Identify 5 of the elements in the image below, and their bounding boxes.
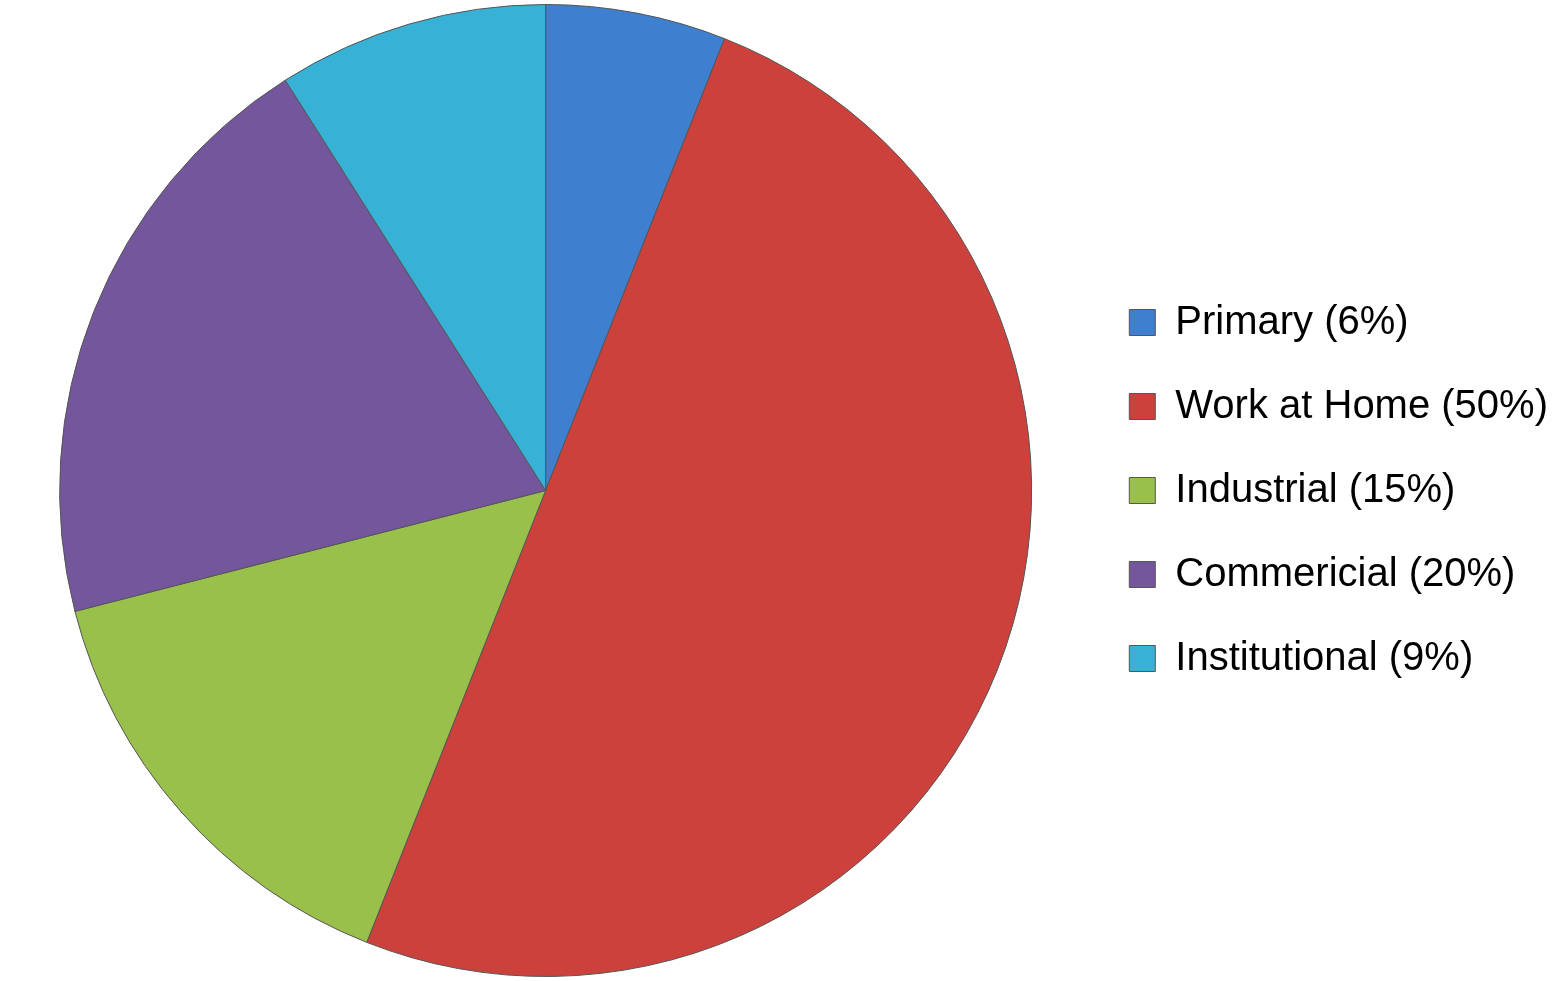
legend-label: Primary (6%) bbox=[1175, 297, 1409, 342]
legend-label: Institutional (9%) bbox=[1175, 633, 1474, 678]
legend-label: Work at Home (50%) bbox=[1175, 381, 1549, 426]
legend-label: Commericial (20%) bbox=[1175, 549, 1516, 594]
legend-label: Industrial (15%) bbox=[1175, 465, 1456, 510]
